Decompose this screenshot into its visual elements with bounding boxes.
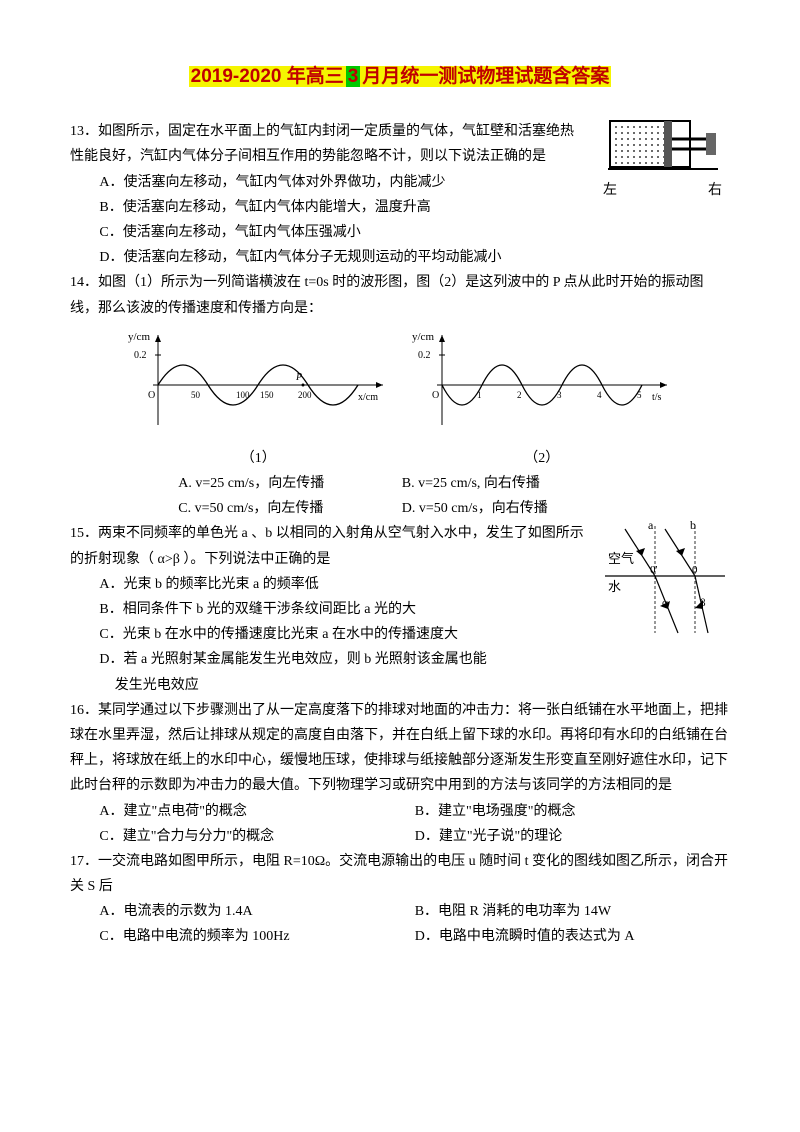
question-17: 17．一交流电路如图甲所示，电阻 R=10Ω。交流电源输出的电压 u 随时间 t… [70, 849, 730, 950]
q14-stem: 14．如图（1）所示为一列简谐横波在 t=0s 时的波形图，图（2）是这列波中的… [70, 270, 730, 320]
svg-text:P: P [295, 372, 302, 383]
svg-text:4: 4 [597, 390, 602, 400]
q17-opt-b: B．电阻 R 消耗的电功率为 14W [415, 899, 730, 924]
svg-text:5: 5 [637, 390, 642, 400]
q14-opt-c: C. v=50 cm/s，向左传播 [178, 496, 398, 521]
title-part1: 2019-2020 年高三 [189, 66, 346, 87]
label-right: 右 [708, 178, 722, 203]
svg-text:0.2: 0.2 [134, 350, 147, 361]
svg-text:3: 3 [557, 390, 562, 400]
q13-opt-d: D．使活塞向左移动，气缸内气体分子无规则运动的平均动能减小 [70, 245, 730, 270]
svg-text:0.2: 0.2 [418, 350, 431, 361]
q15-opt-d2: 发生光电效应 [70, 673, 730, 698]
svg-text:150: 150 [260, 390, 274, 400]
figure-waves: y/cm 0.2 50 100 150 200 x/cm P O y/cm 0.… [70, 325, 730, 444]
wave-graph-2: y/cm 0.2 1 2 3 4 5 t/s O [412, 325, 672, 435]
svg-text:O: O [148, 390, 155, 401]
q17-opt-d: D．电路中电流瞬时值的表达式为 A [415, 924, 730, 949]
question-13: 左 右 13．如图所示，固定在水平面上的气缸内封闭一定质量的气体，气缸壁和活塞绝… [70, 119, 730, 270]
q15-opt-d: D．若 a 光照射某金属能发生光电效应，则 b 光照射该金属也能 [70, 647, 730, 672]
svg-text:200: 200 [298, 390, 312, 400]
svg-text:b: b [690, 521, 696, 532]
q16-opt-b: B．建立"电场强度"的概念 [415, 799, 730, 824]
q16-opt-d: D．建立"光子说"的理论 [415, 824, 730, 849]
q17-stem: 17．一交流电路如图甲所示，电阻 R=10Ω。交流电源输出的电压 u 随时间 t… [70, 849, 730, 899]
svg-text:1: 1 [477, 390, 482, 400]
q17-opt-a: A．电流表的示数为 1.4A [99, 899, 414, 924]
svg-text:水: 水 [608, 579, 621, 594]
wave-label-1: （1） [118, 446, 398, 471]
figure-cylinder: 左 右 [595, 119, 730, 203]
q13-opt-c: C．使活塞向左移动，气缸内气体压强减小 [70, 220, 730, 245]
q16-stem: 16．某同学通过以下步骤测出了从一定高度落下的排球对地面的冲击力：将一张白纸铺在… [70, 698, 730, 799]
svg-text:t/s: t/s [652, 392, 662, 403]
question-16: 16．某同学通过以下步骤测出了从一定高度落下的排球对地面的冲击力：将一张白纸铺在… [70, 698, 730, 849]
svg-text:y/cm: y/cm [412, 331, 434, 343]
q14-opt-d: D. v=50 cm/s，向右传播 [402, 496, 622, 521]
svg-text:0: 0 [692, 564, 698, 576]
q16-opt-a: A．建立"点电荷"的概念 [99, 799, 414, 824]
svg-text:0': 0' [650, 564, 658, 576]
figure-refraction: a b 空气 水 0' 0 α β [600, 521, 730, 650]
q14-opt-b: B. v=25 cm/s, 向右传播 [402, 471, 622, 496]
question-15: a b 空气 水 0' 0 α β 15．两束不同频率的单色光 a 、b 以相同… [70, 521, 730, 697]
label-left: 左 [603, 178, 617, 203]
svg-text:β: β [700, 597, 706, 609]
page-title: 2019-2020 年高三3月月统一测试物理试题含答案 [70, 60, 730, 94]
svg-text:O: O [432, 390, 439, 401]
refraction-icon: a b 空气 水 0' 0 α β [600, 521, 730, 641]
svg-text:α: α [662, 597, 668, 609]
wave-graph-1: y/cm 0.2 50 100 150 200 x/cm P O [128, 325, 388, 435]
q16-opt-c: C．建立"合力与分力"的概念 [99, 824, 414, 849]
q14-opt-a: A. v=25 cm/s，向左传播 [178, 471, 398, 496]
svg-text:100: 100 [236, 390, 250, 400]
q17-opt-c: C．电路中电流的频率为 100Hz [99, 924, 414, 949]
question-14: 14．如图（1）所示为一列简谐横波在 t=0s 时的波形图，图（2）是这列波中的… [70, 270, 730, 521]
svg-text:a: a [648, 521, 654, 532]
wave-fig-labels: （1） （2） [70, 446, 730, 471]
cylinder-icon [608, 119, 718, 174]
svg-text:y/cm: y/cm [128, 331, 150, 343]
title-part3: 月月统一测试物理试题含答案 [360, 66, 611, 87]
title-part2: 3 [346, 66, 361, 87]
wave-label-2: （2） [402, 446, 682, 471]
svg-text:2: 2 [517, 390, 522, 400]
svg-text:空气: 空气 [608, 551, 634, 566]
svg-text:50: 50 [191, 390, 201, 400]
svg-text:x/cm: x/cm [358, 392, 378, 403]
